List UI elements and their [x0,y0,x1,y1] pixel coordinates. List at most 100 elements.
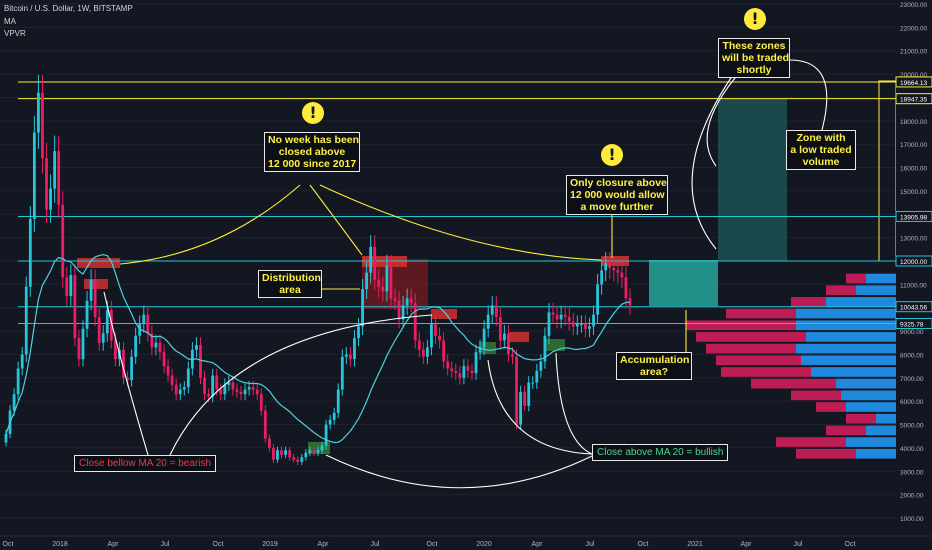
candle-body [596,284,599,315]
arrow-low-volume [789,59,828,131]
candle-body [584,324,587,329]
volume-bar-sell [751,378,836,389]
candle-body [421,349,425,357]
candle-body [215,375,219,390]
price-tick-label: 6000.00 [900,399,924,406]
time-tick-label: 2021 [687,541,703,548]
candle-body [466,366,470,371]
volume-bar-buy [876,413,896,424]
candle-body [308,450,312,453]
price-tick-label: 22000.00 [900,25,927,32]
volume-bar-buy [866,425,896,436]
annotation-line: 12 000 since 2017 [268,158,357,170]
annotation-low-volume: Zone with a low traded volume [786,130,856,170]
candle-body [567,317,571,322]
candle-body [24,286,28,355]
candle-body [616,270,620,273]
price-axis-background [896,0,932,536]
volume-bar-sell [826,425,866,436]
arrow-bullish-2 [555,352,593,455]
price-axis: 1000.00 2000.00 3000.00 4000.00 5000.00 6000.… [895,0,932,536]
annotation-arrows [103,59,828,489]
candle-body [312,450,316,453]
candle-body [69,275,73,297]
candle-body [85,300,89,329]
candle-body [413,303,417,341]
warning-icon: ! [302,102,324,124]
candle-body [353,338,356,360]
candle-body [575,324,579,327]
candle-body [227,382,231,385]
indicator-ma-label[interactable]: MA [4,17,16,26]
candle-body [515,356,518,425]
price-label-text: 18947.35 [900,97,927,104]
arrow-bullish-3 [325,454,593,489]
price-label-text: 10043.56 [900,305,927,312]
arrow-zones-1 [706,71,741,167]
candle-body [109,310,113,341]
annotation-distribution: Distribution area [258,270,322,298]
candle-body [267,438,271,448]
volume-bar-buy [846,402,896,412]
time-tick-label: Oct [213,541,224,548]
annotation-accumulation: Accumulation area? [616,352,692,380]
candle-body [588,326,591,329]
annotation-line: Only closure above [570,177,667,189]
candle-body [300,457,304,462]
candle-body [154,342,158,348]
candle-body [146,314,150,334]
price-tick-label: 2000.00 [900,493,924,500]
time-tick-label: 2020 [476,541,492,548]
time-tick-label: Oct [638,541,649,548]
candle-body [361,289,364,327]
price-label-text: 12000.00 [900,259,927,266]
volume-bar-buy [836,378,896,389]
arrow-bullish-1 [487,359,593,455]
candle-body [442,340,446,362]
volume-bar-sell [826,285,856,296]
candle-body [620,272,624,278]
candle-body [138,324,142,336]
candle-body [296,459,300,462]
annotation-line: Accumulation [620,354,690,366]
candle-body [486,314,490,329]
candle-body [332,412,336,420]
annotation-zones-traded: These zones will be traded shortly [718,38,790,78]
candle-body [223,384,227,395]
candle-body [328,419,332,425]
candle-body [458,373,462,378]
volume-bar-sell [726,308,796,319]
time-tick-label: 2019 [262,541,278,548]
candle-body [219,389,223,395]
volume-bar-sell [686,320,796,331]
candle-body [523,391,527,406]
candle-body [81,328,85,360]
candle-body [316,450,320,453]
volume-bar-sell [846,413,876,424]
candle-body [211,375,215,397]
candle-body [134,335,138,357]
arrow-no-week-mid [309,184,363,256]
volume-bar-buy [826,297,896,307]
candle-body [93,279,97,318]
indicator-vpvr-label[interactable]: VPVR [4,29,26,38]
candle-body [182,387,186,390]
candle-body [624,277,628,299]
volume-bar-buy [856,448,896,459]
warning-icon: ! [601,144,623,166]
candle-body [377,279,381,287]
annotation-line: 12 000 would allow [570,189,665,201]
annotation-line: Distribution [262,272,321,284]
price-label-box [895,317,932,329]
candle-body [45,158,48,210]
candle-body [255,389,259,395]
time-tick-label: Apr [741,541,753,548]
arrow-no-week-left [119,184,301,265]
candle-body [340,356,344,390]
ma-20-line [5,253,631,444]
volume-bar-buy [796,343,896,354]
candle-body [397,300,401,320]
candle-body [122,349,125,378]
candle-body [385,265,389,292]
